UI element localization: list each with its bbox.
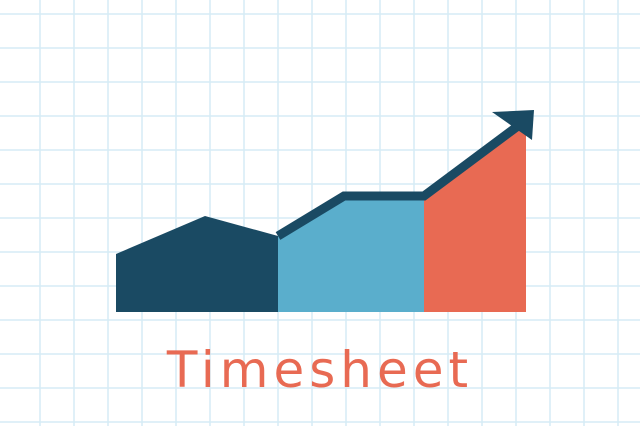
light-blue-area-segment	[278, 196, 424, 312]
dark-teal-area-segment	[116, 216, 278, 312]
arrow-head-icon	[492, 110, 534, 140]
rising-area-chart-icon	[116, 110, 534, 312]
trend-line	[275, 116, 529, 240]
coral-area-segment	[424, 120, 526, 312]
page-title: Timesheet	[166, 341, 474, 399]
